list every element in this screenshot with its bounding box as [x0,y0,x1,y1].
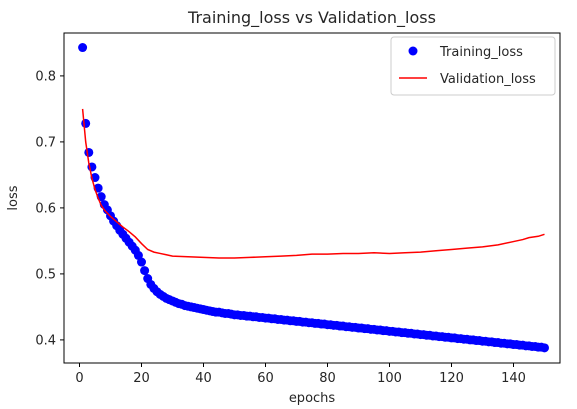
x-axis: 0 20 40 60 80 100 120 140 [75,363,526,386]
x-tick-label: 140 [501,371,526,386]
training-loss-point [81,118,91,128]
legend-box [390,36,556,96]
legend-label-validation: Validation_loss [440,72,536,87]
legend-label-training: Training_loss [439,45,523,60]
y-tick-label: 0.4 [35,333,56,348]
x-tick-label: 100 [377,371,402,386]
validation-loss-line [81,108,545,259]
y-tick-label: 0.6 [35,201,56,216]
training-loss-point [540,343,549,353]
series-layer [78,43,549,353]
legend: Training_loss Validation_loss [390,36,556,96]
y-axis: 0.4 0.5 0.6 0.7 0.8 [35,69,64,348]
x-tick-label: 80 [319,371,336,386]
training-loss-point [137,257,146,267]
y-tick-label: 0.5 [35,267,56,282]
training-loss-point [78,43,88,53]
training-loss-point [84,147,94,157]
legend-marker-training [408,46,418,56]
x-axis-label: epochs [289,391,336,406]
training-loss-point [140,266,150,276]
y-tick-label: 0.7 [35,135,56,150]
y-tick-label: 0.8 [35,69,56,84]
x-tick-label: 120 [439,371,464,386]
chart-title: Training_loss vs Validation_loss [187,8,436,28]
x-tick-label: 40 [195,371,212,386]
x-tick-label: 60 [257,371,274,386]
y-axis-label: loss [6,185,21,210]
x-tick-label: 20 [133,371,150,386]
x-tick-label: 0 [75,371,83,386]
